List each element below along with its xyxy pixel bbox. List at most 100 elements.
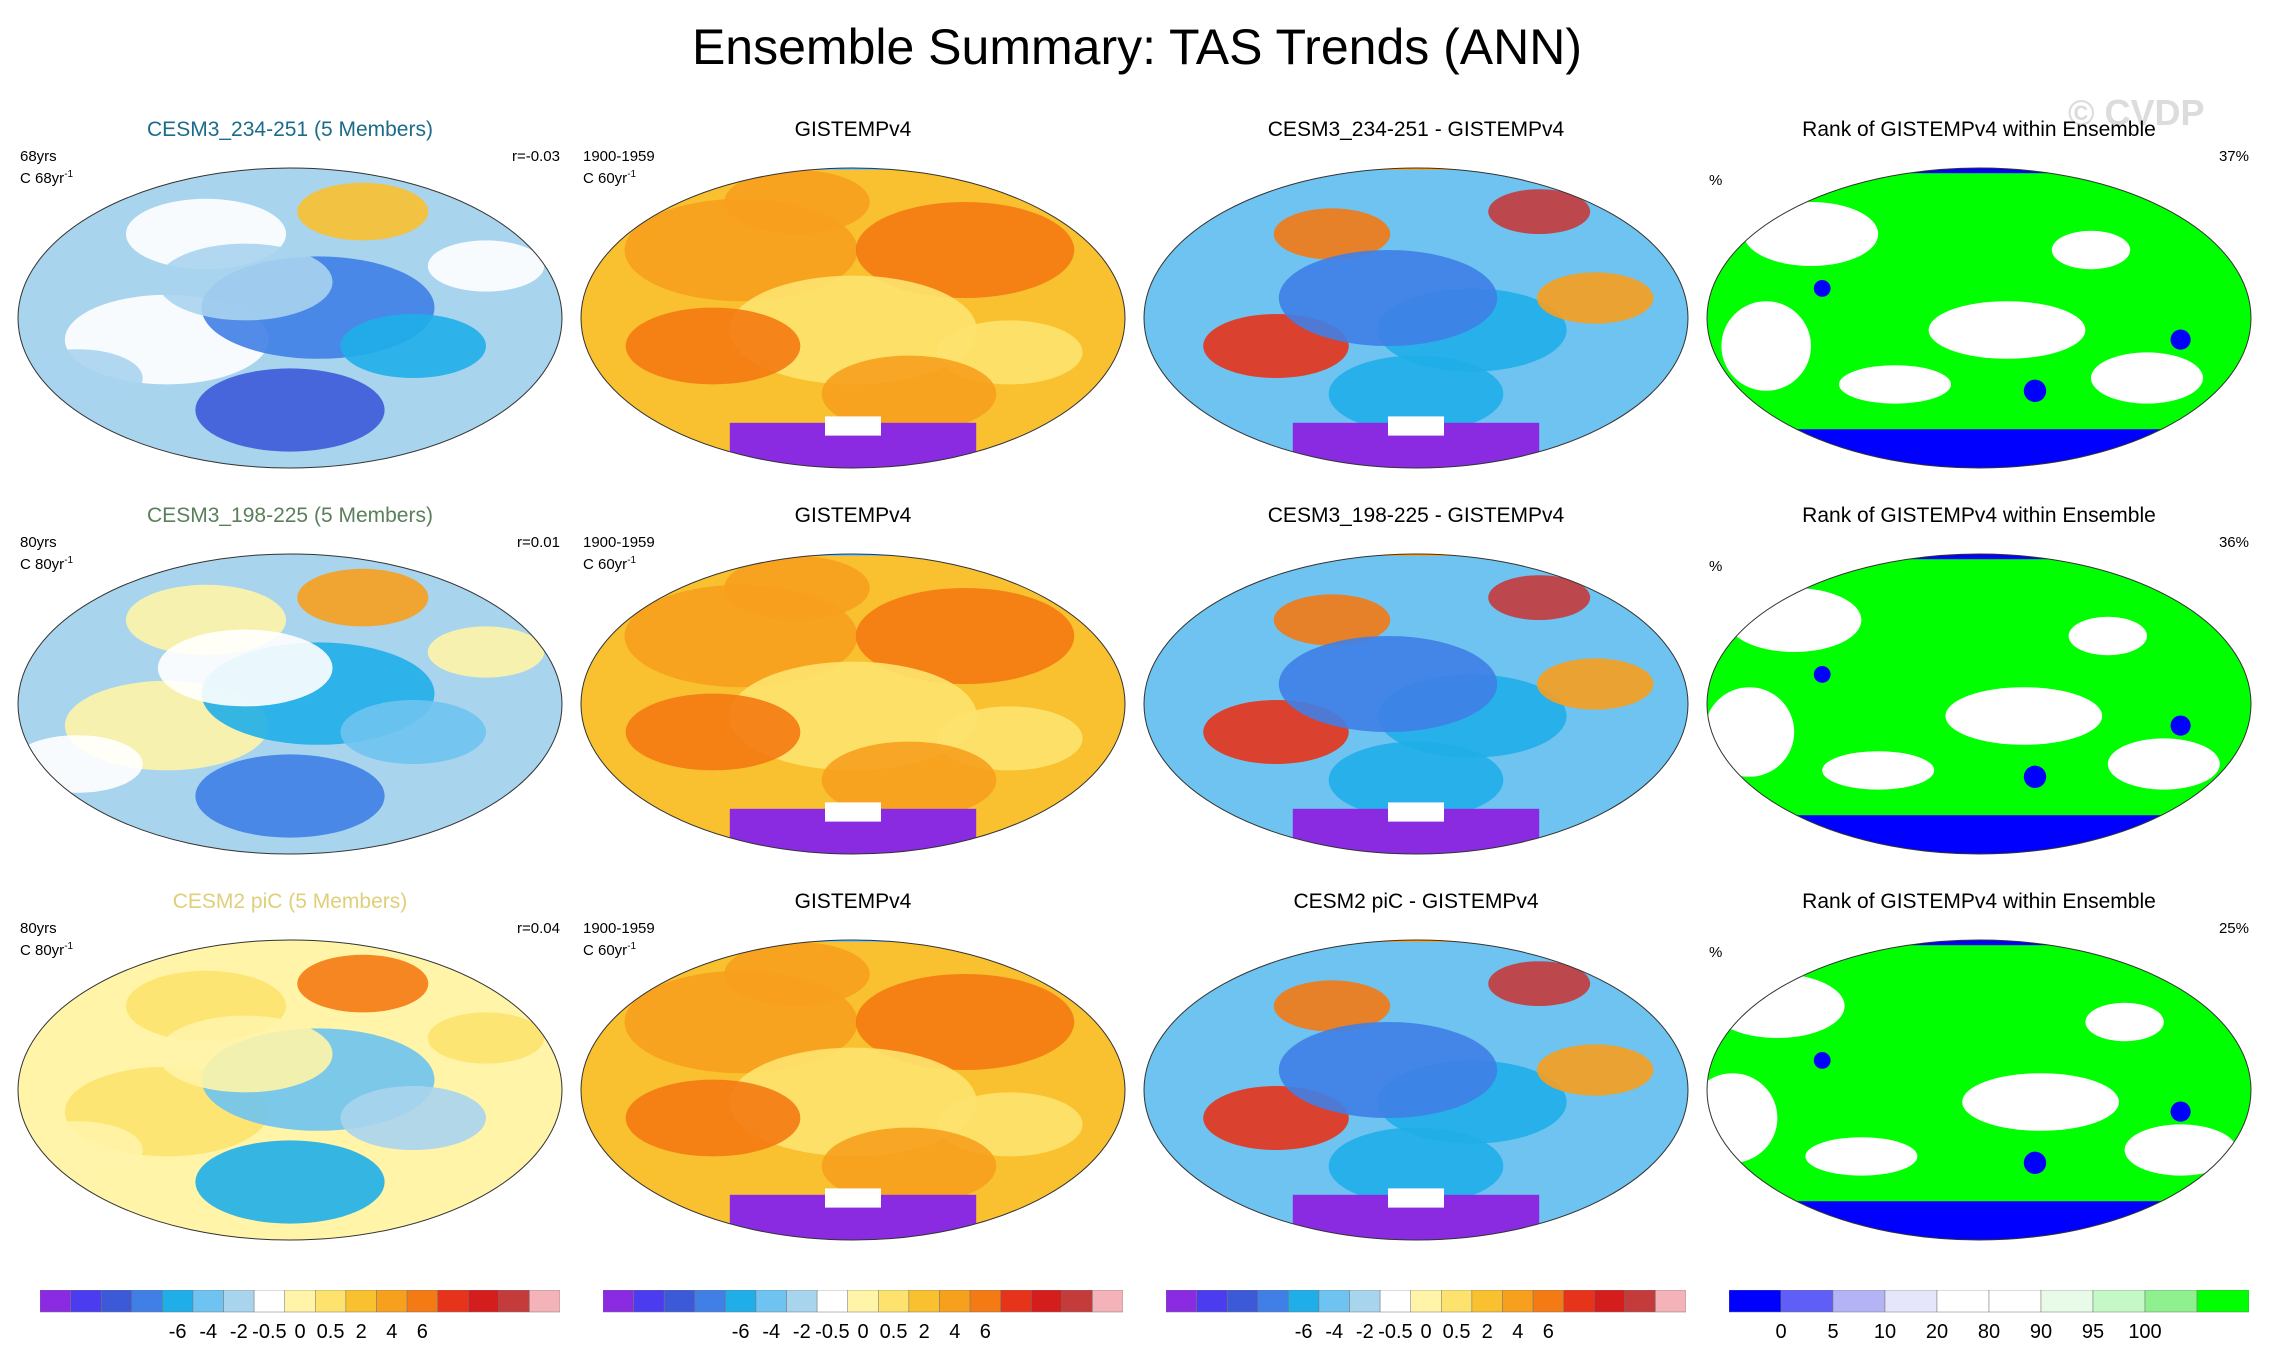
- colorbar-swatch: [633, 1290, 665, 1313]
- colorbar-tick-label: -4: [762, 1321, 780, 1343]
- years-label: 80yrs: [20, 534, 57, 551]
- field-region: [625, 1079, 801, 1157]
- colorbar-swatch: [1936, 1290, 1990, 1313]
- field-region: [1536, 272, 1654, 324]
- field-region: [427, 626, 545, 678]
- colorbar-swatch: [498, 1290, 530, 1313]
- panel-obs-row1: GISTEMPv4 1900-1959 C 60yr-1: [573, 118, 1133, 478]
- rank-region-blue: [1813, 1052, 1831, 1069]
- map-field: [581, 168, 1125, 468]
- panel-obs-row2: GISTEMPv4 1900-1959 C 60yr-1: [573, 504, 1133, 864]
- rank-region-white: [2091, 352, 2203, 404]
- colorbar-tick-label: 95: [2082, 1321, 2104, 1343]
- colorbar-swatch: [1196, 1290, 1228, 1313]
- panel-meta: 80yrs C 80yr-1: [20, 920, 73, 960]
- field-region: [18, 349, 143, 407]
- panel-rank-row3: Rank of GISTEMPv4 within Ensemble % 25%: [1699, 890, 2259, 1250]
- map-field: [18, 940, 562, 1240]
- colorbar-swatch: [2092, 1290, 2146, 1313]
- colorbar-swatch: [223, 1290, 255, 1313]
- units-label: C 60yr-1: [583, 552, 655, 574]
- field-region: [625, 307, 801, 385]
- global-map: [1143, 167, 1689, 469]
- rank-region-white: [2124, 1124, 2237, 1176]
- field-region: [195, 368, 385, 452]
- map-field: [1707, 168, 2251, 468]
- map-field: [1144, 168, 1688, 468]
- map-outline: [1706, 167, 2252, 469]
- colorbar-swatch: [70, 1290, 102, 1313]
- north-band: [1292, 940, 1540, 942]
- panel-meta: 1900-1959 C 60yr-1: [583, 148, 655, 188]
- field-region: [18, 735, 143, 793]
- field-region: [1273, 980, 1391, 1032]
- field-region: [1488, 575, 1591, 620]
- colorbar-tick-label: 0: [1775, 1321, 1786, 1343]
- colorbar-swatch: [529, 1290, 560, 1313]
- years-label: 80yrs: [20, 920, 57, 937]
- colorbar-tick-label: 4: [1512, 1321, 1523, 1343]
- panel-diff-row2: CESM3_198-225 - GISTEMPv4: [1136, 504, 1696, 864]
- global-map: [580, 167, 1126, 469]
- colorbar-swatch: [1166, 1290, 1197, 1313]
- map-field: [581, 940, 1125, 1240]
- rank-north-band: [1895, 554, 2063, 560]
- units-base: C 60yr: [583, 170, 628, 187]
- colorbar-swatch: [1318, 1290, 1350, 1313]
- rank-region-white: [2107, 738, 2220, 790]
- map-outline: [1143, 939, 1689, 1241]
- period-label: 1900-1959: [583, 148, 655, 165]
- map-outline: [580, 939, 1126, 1241]
- colorbar-swatch: [908, 1290, 940, 1313]
- map-outline: [1706, 939, 2252, 1241]
- colorbar-tick-label: -4: [1325, 1321, 1343, 1343]
- panel-title: CESM3_234-251 (5 Members): [147, 118, 433, 141]
- field-region: [1328, 355, 1504, 433]
- colorbar-swatch: [1410, 1290, 1442, 1313]
- global-map: [1706, 553, 2252, 855]
- colorbar-swatch: [315, 1290, 347, 1313]
- field-region: [1328, 741, 1504, 819]
- units-base: C 60yr: [583, 942, 628, 959]
- colorbar-tick-label: 6: [1543, 1321, 1554, 1343]
- colorbar-swatch: [878, 1290, 910, 1313]
- field-region: [18, 1121, 143, 1179]
- colorbar-tick-label: 10: [1874, 1321, 1896, 1343]
- units-sup: -1: [64, 941, 74, 952]
- colorbar-swatch: [1624, 1290, 1656, 1313]
- field-region: [625, 693, 801, 771]
- rank-region-blue: [1813, 280, 1831, 297]
- north-band: [1292, 554, 1540, 556]
- field-region: [297, 954, 429, 1013]
- colorbar-tick-label: 4: [386, 1321, 397, 1343]
- panel-title: GISTEMPv4: [794, 890, 912, 913]
- rank-region-blue: [2170, 715, 2191, 736]
- colorbar-swatch: [725, 1290, 757, 1313]
- colorbar-trend-2: -6 -4 -2 -0.5 0 0.5 2 4 6: [603, 1290, 1123, 1343]
- colorbar-swatch: [40, 1290, 71, 1313]
- field-region: [1488, 961, 1591, 1006]
- colorbar-swatch: [663, 1290, 696, 1313]
- colorbar-swatch: [1379, 1290, 1411, 1313]
- colorbar-swatch: [847, 1290, 879, 1313]
- field-region: [1273, 208, 1391, 260]
- colorbar-swatch: [1030, 1290, 1063, 1313]
- field-region: [855, 974, 1075, 1070]
- map-field: [1707, 940, 2251, 1240]
- panel-title: CESM3_198-225 - GISTEMPv4: [1267, 504, 1565, 527]
- south-missing: [1388, 802, 1444, 822]
- south-missing: [1388, 1188, 1444, 1208]
- correlation-label: r=0.01: [517, 534, 560, 551]
- field-region: [821, 1127, 997, 1205]
- panel-rank-row1: Rank of GISTEMPv4 within Ensemble % 37%: [1699, 118, 2259, 478]
- rank-region-blue: [1813, 666, 1831, 683]
- colorbar-tick-label: 6: [417, 1321, 428, 1343]
- panel-title: GISTEMPv4: [794, 504, 912, 527]
- colorbar-swatch: [786, 1290, 818, 1313]
- panel-meta: 1900-1959 C 60yr-1: [583, 920, 655, 960]
- map-outline: [17, 553, 563, 855]
- colorbar-swatch: [162, 1290, 194, 1313]
- rank-unit: %: [1709, 944, 1723, 961]
- field-region: [297, 568, 429, 627]
- map-outline: [580, 167, 1126, 469]
